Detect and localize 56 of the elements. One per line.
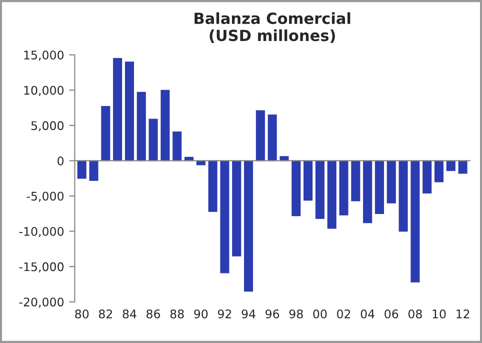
bar [339,160,348,216]
bar [292,160,301,216]
x-tick-label: 00 [313,309,327,318]
bar [315,160,324,219]
bar [327,160,336,229]
bar [148,118,158,162]
bar [220,160,230,274]
bar [124,62,134,162]
x-tick-label: 84 [122,309,136,318]
chart-title: Balanza Comercial (USD millones) [194,12,350,44]
bar [208,160,218,212]
y-tick-label: 0 [58,156,64,166]
y-tick-label: -10,000 [19,227,64,238]
bar [422,160,432,194]
bar [172,131,182,162]
x-tick-label: 92 [218,309,232,318]
y-tick-label: -5,000 [26,192,64,202]
x-tick-label: 90 [194,309,208,318]
bar [113,58,122,162]
x-tick-label: 86 [146,309,160,318]
y-tick-label: 15,000 [24,50,64,61]
x-tick-label: 94 [242,309,256,318]
bar [232,160,242,256]
bar [434,160,444,182]
x-tick-label: 88 [170,309,184,318]
bar [77,160,86,179]
y-tick-label: 10,000 [24,86,64,96]
x-tick-label: 04 [360,309,374,318]
bar [304,160,313,201]
y-tick-label: -15,000 [19,262,64,272]
bar [89,160,98,181]
bar [160,90,170,162]
bar [446,160,456,171]
bar [268,114,277,162]
x-tick-label: 12 [456,309,470,318]
bar [256,110,265,162]
x-tick-label: 02 [337,309,350,318]
bar [386,160,396,204]
x-tick-label: 80 [75,309,89,318]
bar [351,160,360,202]
x-tick-label: 10 [432,309,446,318]
bar [398,160,408,232]
y-tick-label: 5,000 [31,121,64,132]
x-tick-label: 06 [384,309,398,318]
bar [458,160,468,174]
bar [101,106,110,162]
x-tick-label: 96 [266,309,280,318]
bar [136,92,146,162]
bar [410,160,420,282]
bar [244,160,254,292]
x-tick-label: 08 [408,309,422,318]
x-tick-label: 82 [98,309,112,318]
bar [374,160,384,214]
x-tick-label: 98 [289,309,303,318]
bar [363,160,372,224]
y-tick-label: -20,000 [19,298,64,308]
